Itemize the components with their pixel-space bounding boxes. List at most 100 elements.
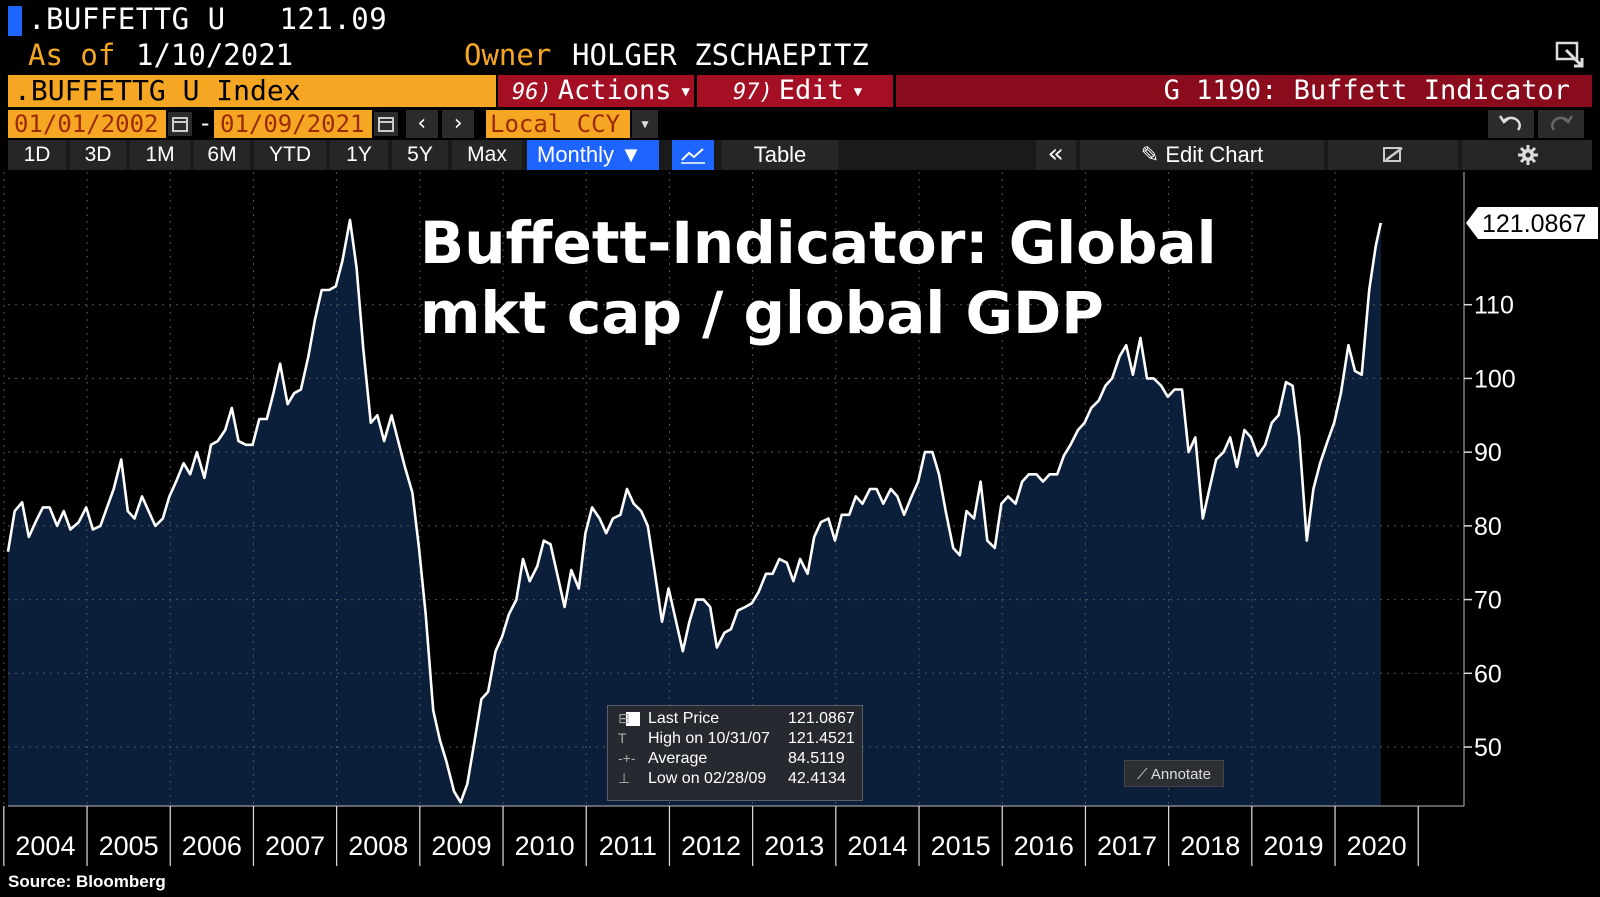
source-note: Source: Bloomberg bbox=[8, 872, 166, 891]
calendar-icon[interactable] bbox=[374, 112, 398, 136]
legend-value: 121.4521 bbox=[788, 730, 855, 747]
legend-value: 42.4134 bbox=[788, 770, 846, 787]
caret-down-icon: ▼ bbox=[620, 142, 642, 167]
chevron-down-icon: ▼ bbox=[681, 83, 690, 100]
y-tick-label: 110 bbox=[1474, 292, 1514, 320]
legend-label: High on 10/31/07 bbox=[648, 730, 770, 747]
pencil-icon: ✎ bbox=[1140, 142, 1160, 167]
series-swatch-icon bbox=[626, 712, 640, 726]
range-button-1m[interactable]: 1M bbox=[130, 140, 190, 170]
x-tick-label: 2008 bbox=[348, 831, 408, 861]
chart-title-line-2: mkt cap / global GDP bbox=[420, 279, 1104, 347]
y-tick-label: 90 bbox=[1474, 439, 1502, 467]
x-tick-label: 2006 bbox=[182, 831, 242, 861]
y-tick-label: 70 bbox=[1474, 587, 1502, 615]
collapse-legend-icon[interactable]: ⊟ bbox=[618, 710, 630, 726]
edit-fn-key: 97) bbox=[733, 80, 773, 105]
legend-label: Average bbox=[648, 750, 708, 767]
legend-row: T High on 10/31/07 121.4521 bbox=[608, 730, 864, 750]
legend-label: Last Price bbox=[648, 710, 720, 727]
range-button-1y[interactable]: 1Y bbox=[330, 140, 388, 170]
last-value: 121.09 bbox=[279, 2, 388, 36]
annotate-button[interactable]: ⟋ Annotate bbox=[1124, 760, 1224, 787]
actions-menu-button[interactable]: 96) Actions ▼ bbox=[498, 75, 694, 107]
ticker-color-marker bbox=[8, 6, 22, 36]
date-separator: - bbox=[198, 109, 213, 137]
series-area bbox=[8, 219, 1381, 806]
range-button-6m[interactable]: 6M bbox=[194, 140, 250, 170]
range-button-3d[interactable]: 3D bbox=[70, 140, 126, 170]
redo-icon[interactable] bbox=[1538, 110, 1584, 138]
ticker-symbol: .BUFFETTG U bbox=[28, 2, 226, 36]
x-tick-label: 2007 bbox=[265, 831, 325, 861]
x-tick-label: 2005 bbox=[99, 831, 159, 861]
ticker-line: .BUFFETTG U 121.09 bbox=[28, 2, 387, 36]
start-date-input[interactable]: 01/01/2002 bbox=[8, 110, 166, 138]
annotation-tool-icon[interactable] bbox=[1328, 140, 1458, 170]
x-tick-label: 2017 bbox=[1097, 831, 1157, 861]
range-button-5y[interactable]: 5Y bbox=[392, 140, 448, 170]
legend-row: ⊟ Last Price 121.0867 bbox=[608, 710, 864, 730]
y-tick-label: 100 bbox=[1474, 365, 1516, 393]
last-value-label: 121.0867 bbox=[1482, 210, 1586, 238]
chart-title: Buffett-Indicator: Global mkt cap / glob… bbox=[420, 208, 1320, 348]
chevron-down-icon: ▼ bbox=[853, 83, 863, 100]
x-tick-label: 2014 bbox=[847, 831, 907, 861]
screen-title: G 1190: Buffett Indicator bbox=[896, 75, 1592, 107]
x-tick-label: 2010 bbox=[515, 831, 575, 861]
y-tick-label: 80 bbox=[1474, 513, 1502, 541]
legend-label: Low on 02/28/09 bbox=[648, 770, 767, 787]
edit-chart-button[interactable]: ✎ Edit Chart bbox=[1080, 140, 1324, 170]
last-value-tag bbox=[1466, 206, 1598, 239]
range-button-max[interactable]: Max bbox=[452, 140, 522, 170]
end-date-input[interactable]: 01/09/2021 bbox=[214, 110, 372, 138]
calendar-icon[interactable] bbox=[168, 112, 192, 136]
x-tick-label: 2013 bbox=[764, 831, 824, 861]
y-tick-label: 50 bbox=[1474, 734, 1502, 762]
range-button-ytd[interactable]: YTD bbox=[254, 140, 326, 170]
popout-icon[interactable] bbox=[1554, 40, 1586, 70]
y-tick-label: 60 bbox=[1474, 660, 1502, 688]
chevron-right-icon: › bbox=[451, 111, 465, 136]
table-button[interactable]: Table bbox=[722, 140, 838, 170]
annotate-pencil-icon: ⟋ bbox=[1137, 766, 1148, 783]
chart-title-line-1: Buffett-Indicator: Global bbox=[420, 209, 1217, 277]
x-tick-label: 2011 bbox=[599, 831, 657, 861]
range-button-1d[interactable]: 1D bbox=[8, 140, 66, 170]
x-tick-label: 2018 bbox=[1180, 831, 1240, 861]
security-field[interactable]: .BUFFETTG U Index bbox=[8, 75, 496, 107]
asof-date: 1/10/2021 bbox=[136, 38, 294, 72]
x-tick-label: 2020 bbox=[1347, 831, 1407, 861]
annotate-label: Annotate bbox=[1150, 766, 1211, 783]
x-tick-label: 2016 bbox=[1014, 831, 1074, 861]
buffett-indicator-chart[interactable]: 50 60 70 80 90 100 110 2004 2005 2006 2007 2008 2009… bbox=[0, 170, 1600, 897]
x-tick-label: 2009 bbox=[431, 831, 491, 861]
next-period-button[interactable]: › bbox=[442, 110, 474, 138]
legend-value: 121.0867 bbox=[788, 710, 855, 727]
currency-select[interactable]: Local CCY bbox=[486, 110, 630, 138]
actions-fn-key: 96) bbox=[512, 80, 552, 105]
periodicity-select[interactable]: Monthly ▼ bbox=[527, 140, 659, 170]
legend-marker-icon: T bbox=[618, 730, 627, 746]
x-tick-label: 2019 bbox=[1263, 831, 1323, 861]
owner-label: Owner bbox=[464, 38, 552, 72]
chevron-down-icon[interactable]: ▼ bbox=[632, 110, 658, 138]
legend-marker-icon: ⊥ bbox=[618, 770, 631, 786]
x-tick-label: 2012 bbox=[681, 831, 741, 861]
owner-name: HOLGER ZSCHAEPITZ bbox=[572, 38, 869, 72]
undo-icon[interactable] bbox=[1488, 110, 1534, 138]
x-tick-label: 2015 bbox=[931, 831, 991, 861]
actions-label: Actions bbox=[557, 75, 672, 106]
legend-value: 84.5119 bbox=[788, 750, 845, 767]
series-line bbox=[6, 218, 1383, 804]
line-chart-icon[interactable] bbox=[672, 140, 714, 170]
chart-legend: ⊟ Last Price 121.0867 T High on 10/31/07 121.… bbox=[607, 705, 863, 801]
chevron-left-icon: ‹ bbox=[415, 111, 429, 136]
edit-chart-label: Edit Chart bbox=[1165, 142, 1264, 167]
previous-period-button[interactable]: ‹ bbox=[406, 110, 438, 138]
legend-marker-icon: -+- bbox=[618, 750, 636, 766]
gear-icon[interactable] bbox=[1462, 140, 1592, 170]
legend-row: ⊥ Low on 02/28/09 42.4134 bbox=[608, 770, 864, 790]
edit-menu-button[interactable]: 97) Edit ▼ bbox=[697, 75, 893, 107]
collapse-icon[interactable]: « bbox=[1036, 140, 1076, 170]
